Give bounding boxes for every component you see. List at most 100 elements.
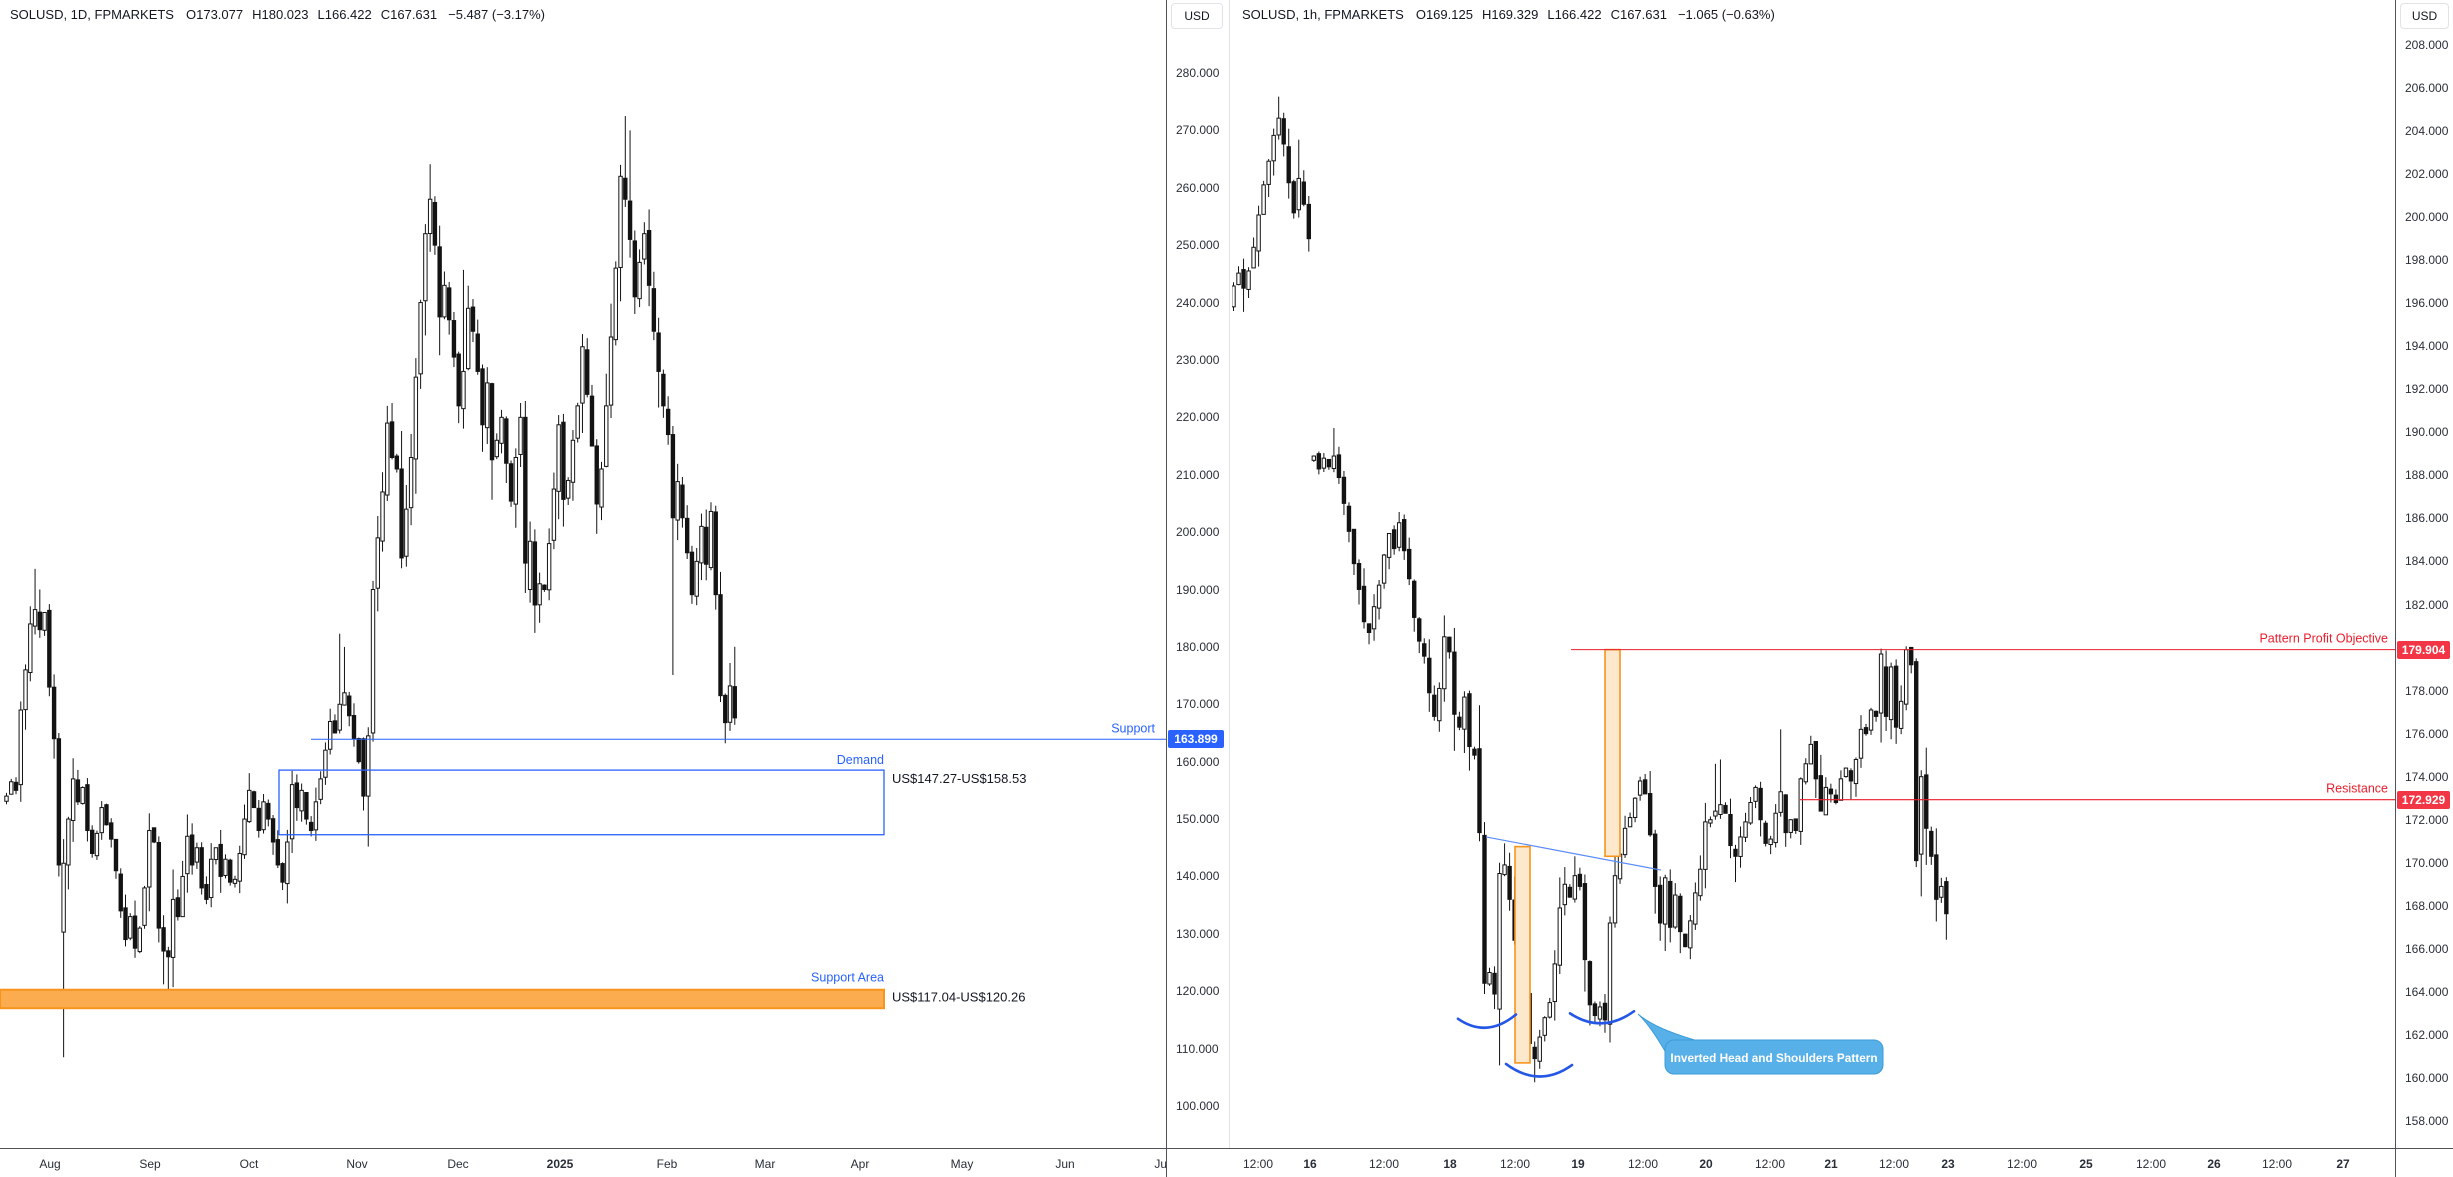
candle-body	[1542, 1017, 1547, 1036]
time-tick-label: 12:00	[1242, 1157, 1274, 1171]
time-tick-label: 12:00	[1878, 1157, 1910, 1171]
candle-body	[385, 422, 390, 496]
time-tick-label: 12:00	[2006, 1157, 2038, 1171]
candle-body	[1427, 657, 1432, 694]
price-tick-label: 186.000	[2405, 511, 2449, 526]
candle-body	[1381, 554, 1387, 584]
candle-body	[494, 439, 499, 458]
price-tick-label: 200.000	[1176, 525, 1220, 540]
candle-body	[727, 685, 733, 723]
candle-body	[1813, 740, 1819, 780]
time-tick-label: 20	[1699, 1157, 1713, 1171]
candle-body	[1944, 881, 1949, 915]
candle-body	[94, 832, 100, 857]
candle-body	[446, 287, 452, 321]
price-tick-label: 240.000	[1176, 295, 1220, 310]
right-price-scale[interactable]: USD 179.904 172.929 208.000 206.000 204.00…	[2395, 0, 2453, 1148]
candle-body	[1587, 961, 1593, 1006]
candle-body	[684, 517, 690, 554]
left-high-value: 180.023	[261, 7, 309, 22]
candle-body	[423, 233, 428, 302]
candle-body	[1708, 819, 1713, 824]
candle-body	[608, 336, 614, 406]
right-currency-button[interactable]: USD	[2400, 3, 2449, 29]
candle-body	[37, 611, 43, 631]
right-chart-legend[interactable]: SOLUSD, 1h, FPMARKETS O 169.125 H 169.329 L 16…	[1242, 7, 1775, 22]
candle-body	[1306, 203, 1311, 240]
candle-body	[1236, 272, 1241, 286]
time-tick-label: Jun	[1055, 1157, 1075, 1171]
time-tick-label: 19	[1571, 1157, 1585, 1171]
left-low-value: 166.422	[324, 7, 372, 22]
candle-body	[1487, 972, 1492, 985]
price-tick-label: 178.000	[2405, 683, 2449, 698]
candle-body	[1713, 810, 1718, 817]
candle-body	[656, 332, 661, 372]
candle-body	[1683, 933, 1688, 948]
candle-body	[1723, 804, 1728, 814]
candle-body	[128, 916, 133, 939]
candle-body	[327, 720, 333, 750]
candle-body	[228, 859, 233, 883]
candle-body	[261, 801, 266, 831]
candle-body	[1663, 877, 1668, 925]
candle-body	[442, 284, 447, 318]
candle-body	[166, 950, 171, 958]
candle-body	[1878, 653, 1884, 714]
candle-body	[537, 583, 542, 606]
candle-body	[570, 439, 576, 483]
right-open-label: O	[1415, 7, 1426, 22]
candle-body	[623, 177, 628, 200]
pattern-arc-3	[1568, 1009, 1636, 1025]
candle-body	[394, 455, 400, 470]
candle-body	[404, 508, 409, 557]
candle-body	[213, 847, 219, 861]
left-price-scale[interactable]: USD 163.899 280.000 270.000 260.000 250.000…	[1166, 0, 1227, 1148]
right-symbol-title[interactable]: SOLUSD, 1h, FPMARKETS	[1242, 7, 1404, 22]
candle-body	[1482, 834, 1487, 984]
candle-body	[332, 720, 338, 734]
left-chart-legend[interactable]: SOLUSD, 1D, FPMARKETS O 173.077 H 180.023 L 16…	[10, 7, 545, 22]
right-chart-canvas[interactable]: Pattern Profit Objective Resistance Invert…	[1232, 0, 2395, 1148]
left-currency-button[interactable]: USD	[1171, 3, 1223, 29]
candle-body	[1241, 269, 1246, 289]
candle-body	[1853, 758, 1859, 785]
candle-body	[1567, 886, 1573, 898]
left-chart-canvas[interactable]: Support Area US$117.04-US$120.26 Demand US$…	[0, 0, 1166, 1148]
left-close-value: 167.631	[390, 7, 438, 22]
candle-body	[1271, 134, 1276, 162]
time-tick-label: Jul	[1154, 1157, 1166, 1171]
price-tick-label: 158.000	[2405, 1114, 2449, 1128]
candle-body	[313, 801, 319, 831]
time-axis[interactable]: AugSepOctNovDec2025FebMarAprMayJunJul 12…	[0, 1148, 2453, 1177]
left-high-label: H	[252, 7, 262, 22]
candle-body	[1863, 727, 1869, 735]
candle-body	[489, 383, 495, 461]
time-tick-label: Apr	[850, 1157, 870, 1171]
candle-body	[266, 802, 271, 820]
price-tick-label: 182.000	[2405, 597, 2449, 612]
candle-body	[723, 694, 728, 724]
price-tick-label: 174.000	[2405, 769, 2449, 784]
candle-body	[32, 609, 38, 627]
left-open-value: 173.077	[196, 7, 244, 22]
candle-body	[56, 738, 62, 866]
candle-body	[632, 240, 638, 298]
price-tick-label: 230.000	[1176, 352, 1220, 367]
candle-body	[1868, 709, 1874, 731]
time-tick-label: 16	[1303, 1157, 1317, 1171]
candle-body	[1733, 848, 1738, 857]
candle-body	[351, 715, 357, 740]
candle-body	[1652, 833, 1658, 887]
left-symbol-title[interactable]: SOLUSD, 1D, FPMARKETS	[10, 7, 174, 22]
candle-body	[589, 395, 595, 447]
candle-body	[89, 829, 95, 854]
candle-body	[1763, 822, 1768, 844]
candle-body	[604, 405, 609, 467]
price-tick-label: 198.000	[2405, 253, 2449, 268]
candle-body	[1903, 649, 1909, 705]
candle-body	[109, 822, 114, 840]
price-tick-label: 160.000	[2405, 1070, 2449, 1085]
price-tick-label: 210.000	[1176, 467, 1220, 482]
